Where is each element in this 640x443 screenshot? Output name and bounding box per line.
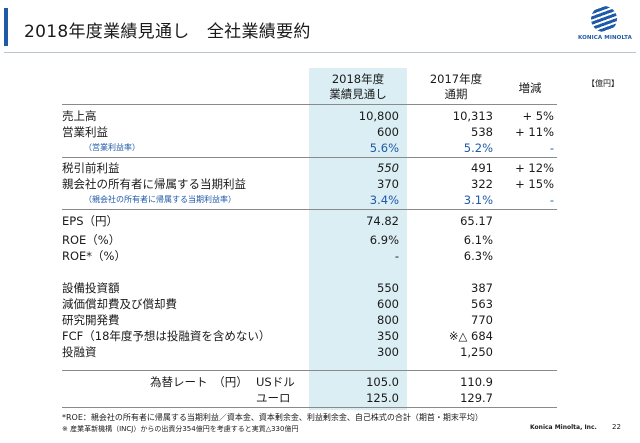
previous-value: 322 [471, 177, 493, 191]
column-header-previous-line2: 通期 [444, 87, 468, 101]
table-row: FCF（18年度予想は投融資を含めない） 350 ※△ 684 [0, 328, 640, 344]
row-label: 売上高 [62, 109, 97, 123]
table-row: 設備投資額 550 387 [0, 280, 640, 296]
previous-value: 6.3% [463, 249, 493, 263]
previous-value: 10,313 [452, 109, 493, 123]
previous-value: 129.7 [460, 391, 493, 405]
previous-value: 3.1% [463, 193, 493, 207]
fx-row-eur: ユーロ 125.0 129.7 [0, 390, 640, 406]
company-name: Konica Minolta, Inc. [530, 424, 597, 431]
column-header-previous: 2017年度 通期 [407, 72, 505, 102]
forecast-value: 550 [377, 161, 399, 175]
column-header-change: 増減 [518, 81, 542, 95]
previous-value: 1,250 [460, 345, 493, 359]
forecast-value: 10,800 [358, 109, 399, 123]
previous-value: 110.9 [460, 375, 493, 389]
row-label: FCF（18年度予想は投融資を含めない） [62, 329, 271, 343]
column-header-forecast-line2: 業績見通し [329, 87, 387, 101]
table-divider [62, 370, 557, 371]
forecast-value: 800 [377, 313, 399, 327]
table-divider [62, 407, 557, 408]
previous-value: 491 [471, 161, 493, 175]
table-divider [62, 209, 557, 210]
table-row: 売上高 10,800 10,313 + 5% [0, 108, 640, 124]
row-label: EPS（円） [62, 214, 119, 228]
table-row: 投融資 300 1,250 [0, 344, 640, 360]
row-label: ROE（%） [62, 233, 121, 247]
forecast-value: 350 [377, 329, 399, 343]
forecast-value: 105.0 [366, 375, 399, 389]
forecast-value: 125.0 [366, 391, 399, 405]
fx-currency-eur: ユーロ [256, 391, 291, 405]
previous-value: 563 [471, 297, 493, 311]
row-label: 投融資 [62, 345, 97, 359]
table-row: 研究開発費 800 770 [0, 312, 640, 328]
row-label: 設備投資額 [62, 281, 120, 295]
table-divider [62, 104, 557, 105]
previous-value: 65.17 [460, 214, 493, 228]
row-label: 親会社の所有者に帰属する当期利益 [62, 177, 246, 191]
unit-label: 【億円】 [587, 79, 619, 88]
title-bar: 2018年度業績見通し 全社業績要約 [0, 0, 640, 58]
previous-value: 6.1% [463, 233, 493, 247]
fx-currency-usd: USドル [256, 375, 295, 389]
change-value: + 5% [522, 109, 554, 123]
change-value: + 12% [515, 161, 554, 175]
change-value: + 15% [515, 177, 554, 191]
page-number: 22 [612, 423, 621, 431]
table-divider [62, 157, 557, 158]
previous-value: ※△ 684 [448, 329, 493, 343]
previous-value: 538 [471, 125, 493, 139]
forecast-value: 5.6% [369, 141, 399, 155]
column-header-previous-line1: 2017年度 [429, 72, 483, 86]
forecast-column-highlight [309, 68, 407, 410]
forecast-value: 370 [377, 177, 399, 191]
fx-title: 為替レート [150, 375, 208, 389]
title-accent [4, 8, 8, 46]
company-logo: KONICA MINOLTA [578, 6, 632, 48]
table-row: 親会社の所有者に帰属する当期利益 370 322 + 15% [0, 176, 640, 192]
forecast-value: 550 [377, 281, 399, 295]
previous-value: 770 [471, 313, 493, 327]
forecast-value: 300 [377, 345, 399, 359]
footnote-roe: *ROE：親会社の所有者に帰属する当期利益／資本金、資本剰余金、利益剰余金、自己… [62, 413, 483, 422]
row-label: 減価償却費及び償却費 [62, 297, 177, 311]
row-label: 営業利益 [62, 125, 108, 139]
page-title: 2018年度業績見通し 全社業績要約 [24, 22, 311, 42]
row-label: 研究開発費 [62, 313, 120, 327]
forecast-value: 600 [377, 297, 399, 311]
forecast-value: 3.4% [369, 193, 399, 207]
table-row: ROE（%） 6.9% 6.1% [0, 232, 640, 248]
row-label: ROE*（%） [62, 249, 126, 263]
footnote-fcf: ※ 産業革新機構（INCJ）からの出資分354億円を考慮すると実質△330億円 [62, 425, 299, 433]
forecast-value: 600 [377, 125, 399, 139]
table-row: 減価償却費及び償却費 600 563 [0, 296, 640, 312]
change-value: + 11% [515, 125, 554, 139]
table-row: ROE*（%） - 6.3% [0, 248, 640, 264]
fx-row-usd: 為替レート （円） USドル 105.0 110.9 [0, 374, 640, 390]
globe-icon [591, 6, 617, 32]
table-row: （営業利益率） 5.6% 5.2% - [0, 140, 640, 156]
previous-value: 5.2% [463, 141, 493, 155]
table-row: EPS（円） 74.82 65.17 [0, 213, 640, 229]
previous-value: 387 [471, 281, 493, 295]
row-label: 税引前利益 [62, 161, 120, 175]
table-row: 税引前利益 550 491 + 12% [0, 160, 640, 176]
forecast-value: 6.9% [369, 233, 399, 247]
row-label: （営業利益率） [84, 143, 140, 152]
title-divider [4, 52, 636, 53]
forecast-value: 74.82 [366, 214, 399, 228]
row-label: （親会社の所有者に帰属する当期利益率） [84, 195, 236, 204]
forecast-value: - [394, 249, 399, 263]
fx-unit: （円） [219, 375, 248, 389]
logo-text: KONICA MINOLTA [578, 35, 632, 41]
column-header-forecast: 2018年度 業績見通し [309, 72, 407, 102]
change-value: - [549, 193, 554, 207]
fx-label: 為替レート （円） [150, 374, 248, 390]
column-header-forecast-line1: 2018年度 [331, 72, 385, 86]
table-row: （親会社の所有者に帰属する当期利益率） 3.4% 3.1% - [0, 192, 640, 208]
table-row: 営業利益 600 538 + 11% [0, 124, 640, 140]
change-value: - [549, 141, 554, 155]
